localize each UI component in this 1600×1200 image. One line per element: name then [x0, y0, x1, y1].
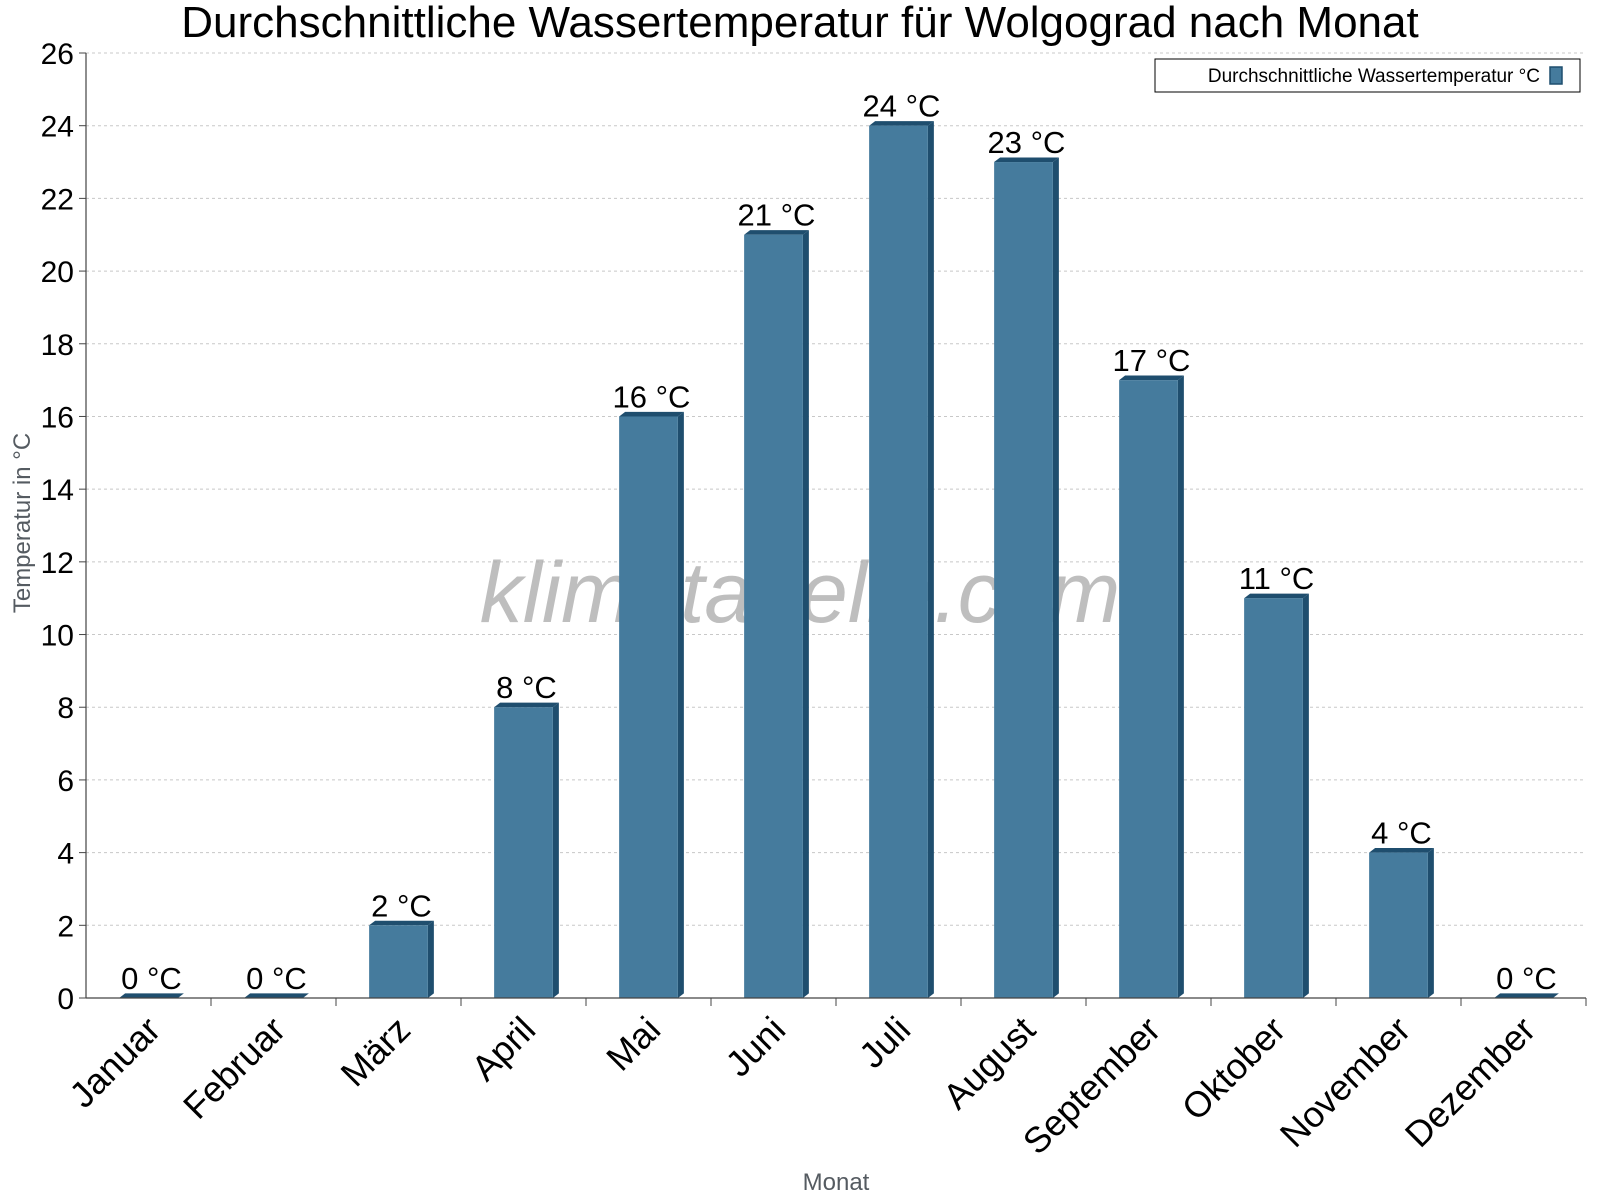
bar-juni — [744, 230, 809, 999]
bar-top-face — [1244, 593, 1309, 599]
chart-title: Durchschnittliche Wassertemperatur für W… — [181, 0, 1418, 47]
y-axis-label: Temperatur in °C — [9, 433, 36, 613]
bar-top-face — [744, 230, 809, 235]
bar-märz — [369, 920, 434, 998]
bar-top-face — [619, 411, 684, 417]
bar-top-face — [244, 993, 309, 998]
data-label: 17 °C — [1113, 343, 1191, 378]
bar-top-face — [1369, 848, 1434, 853]
x-tick-label: April — [463, 1009, 543, 1089]
data-label: 23 °C — [988, 125, 1066, 160]
bar-front-face — [494, 707, 553, 998]
bar-top-face — [1119, 375, 1184, 381]
data-label: 21 °C — [738, 198, 816, 233]
x-tick-label: Juni — [717, 1009, 793, 1085]
y-tick-label: 26 — [41, 38, 74, 71]
bar-juli — [869, 121, 934, 999]
bar-front-face — [744, 234, 803, 998]
data-label: 0 °C — [246, 961, 307, 996]
bar-top-face — [494, 702, 559, 708]
bar-top-face — [1494, 993, 1559, 998]
legend-box — [1154, 58, 1581, 93]
x-tick-label: September — [1015, 1009, 1169, 1163]
data-label: 11 °C — [1239, 561, 1315, 596]
x-axis-label: Monat — [803, 1169, 870, 1196]
bar-side-face — [677, 411, 684, 998]
x-tick-label: März — [333, 1009, 419, 1095]
y-tick-label: 4 — [57, 838, 74, 871]
bars — [119, 121, 1559, 999]
grid-lines — [86, 52, 1586, 926]
data-label: 0 °C — [1496, 961, 1557, 996]
axes — [79, 52, 1587, 1006]
bar-side-face — [1427, 848, 1434, 998]
data-label: 24 °C — [863, 89, 941, 124]
bar-top-face — [869, 121, 934, 126]
bar-side-face — [552, 702, 559, 998]
bar-front-face — [1119, 380, 1178, 999]
data-label: 0 °C — [121, 961, 182, 996]
data-label: 8 °C — [496, 670, 557, 705]
y-tick-label: 16 — [41, 401, 74, 434]
x-tick-label: Februar — [175, 1009, 293, 1127]
y-tick-label: 6 — [57, 765, 74, 798]
bar-side-face — [1052, 157, 1059, 998]
bar-front-face — [994, 162, 1053, 999]
y-tick-label: 14 — [41, 474, 74, 507]
legend-label: Durchschnittliche Wassertemperatur °C — [1208, 66, 1540, 87]
bar-side-face — [427, 920, 434, 998]
x-tick-labels: Januar Februar März April Mai Juni Juli AugustS… — [61, 1009, 1543, 1163]
y-tick-label: 24 — [41, 111, 74, 144]
bar-dezember — [1494, 993, 1559, 998]
x-tick-label: Mai — [598, 1009, 668, 1079]
bar-top-face — [369, 920, 434, 926]
x-tick-label: August — [935, 1009, 1043, 1117]
data-labels: 0 °C 0 °C 2 °C 8 °C 16 °C 21 °C 24 °C 23 °C 17 °… — [121, 89, 1557, 996]
bar-januar — [119, 993, 184, 998]
y-tick-label: 22 — [41, 183, 74, 216]
bar-mai — [619, 411, 684, 998]
bar-april — [494, 702, 559, 998]
bar-februar — [244, 993, 309, 998]
bar-front-face — [369, 925, 428, 998]
bar-top-face — [119, 993, 184, 998]
bar-oktober — [1244, 593, 1309, 998]
bar-front-face — [1369, 852, 1428, 998]
data-label: 2 °C — [371, 888, 432, 923]
x-tick-label: Dezember — [1397, 1009, 1543, 1155]
bar-november — [1369, 848, 1434, 998]
bar-side-face — [927, 121, 934, 999]
y-tick-label: 10 — [41, 620, 74, 653]
y-tick-label: 20 — [41, 256, 74, 289]
y-tick-label: 0 — [57, 983, 74, 1016]
legend: Durchschnittliche Wassertemperatur °C — [1154, 58, 1581, 93]
x-tick-label: Oktober — [1174, 1009, 1294, 1129]
bar-top-face — [994, 157, 1059, 163]
bar-side-face — [802, 230, 809, 999]
bar-front-face — [619, 416, 678, 998]
y-tick-label: 8 — [57, 692, 74, 725]
bar-side-face — [1177, 375, 1184, 998]
x-tick-label: Januar — [61, 1009, 168, 1116]
bar-front-face — [869, 125, 928, 998]
x-tick-label: Juli — [851, 1009, 918, 1076]
bar-september — [1119, 375, 1184, 999]
y-tick-label: 12 — [41, 547, 74, 580]
bar-front-face — [1244, 598, 1303, 998]
bar-side-face — [1302, 593, 1309, 998]
x-tick-label: November — [1272, 1009, 1418, 1155]
bar-august — [994, 157, 1059, 999]
data-label: 16 °C — [613, 379, 691, 414]
y-tick-label: 18 — [41, 329, 74, 362]
y-tick-label: 2 — [57, 910, 74, 943]
data-label: 4 °C — [1371, 816, 1432, 851]
legend-swatch — [1549, 66, 1563, 85]
